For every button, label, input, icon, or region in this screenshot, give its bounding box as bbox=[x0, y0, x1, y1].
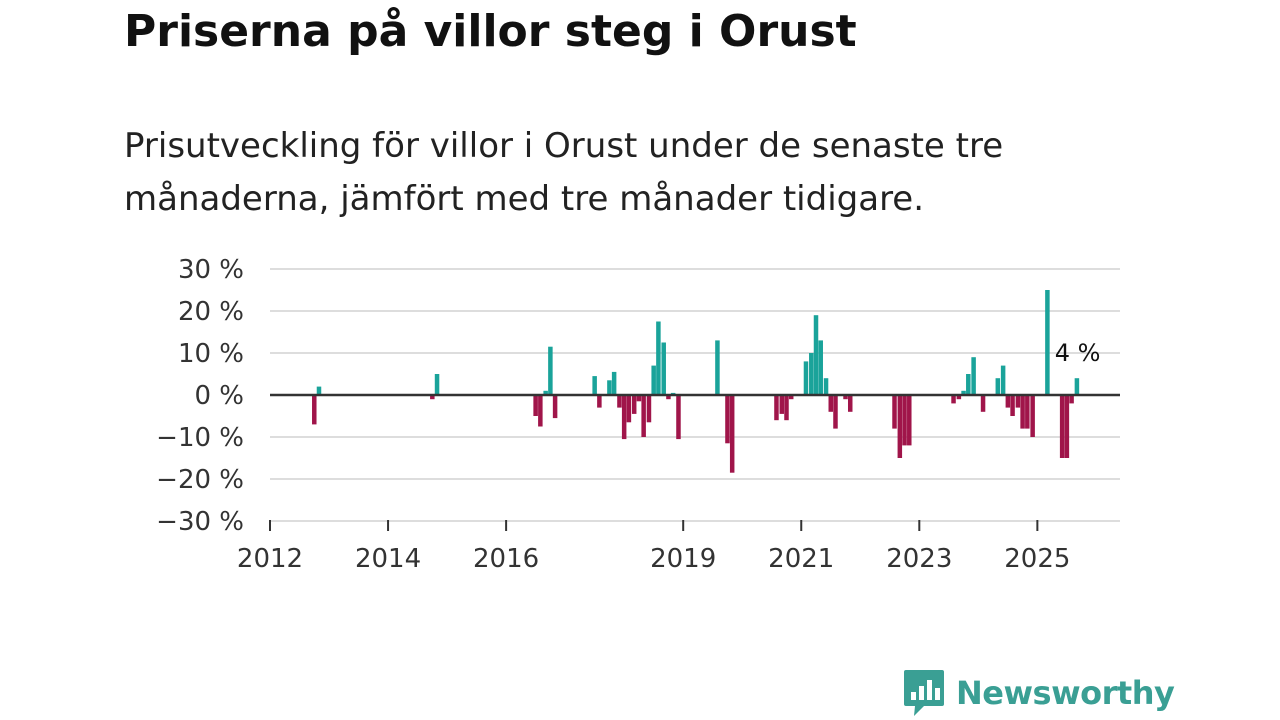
bar-positive bbox=[1074, 378, 1080, 395]
bar-positive bbox=[548, 346, 553, 395]
bar-negative bbox=[430, 395, 435, 400]
y-tick-label: −20 % bbox=[156, 465, 244, 495]
bar-positive bbox=[809, 353, 814, 395]
bar-negative bbox=[552, 395, 558, 419]
bar-negative bbox=[1005, 395, 1011, 408]
bar-positive bbox=[961, 390, 966, 395]
bar-positive bbox=[656, 321, 661, 395]
bar-negative bbox=[907, 395, 912, 446]
newsworthy-logo: Newsworthy bbox=[902, 668, 1175, 718]
bar-negative bbox=[1025, 395, 1030, 429]
bar-negative bbox=[1069, 395, 1074, 404]
bar-negative bbox=[666, 395, 671, 400]
bar-positive bbox=[592, 376, 597, 395]
gridlines bbox=[270, 268, 1120, 522]
y-tick-label: 0 % bbox=[194, 381, 244, 411]
bar-positive bbox=[434, 374, 440, 395]
x-tick-label: 2012 bbox=[237, 544, 303, 574]
chart-title: Priserna på villor steg i Orust bbox=[124, 6, 857, 57]
bar-positive bbox=[651, 365, 656, 395]
bar-positive bbox=[818, 340, 823, 395]
bar-negative bbox=[951, 395, 956, 404]
x-axis: 2012 2014 2016 2019 2021 2023 2025 bbox=[237, 520, 1070, 574]
bar-positive bbox=[611, 371, 617, 395]
bar-negative bbox=[1030, 395, 1035, 437]
x-tick-label: 2021 bbox=[768, 544, 834, 574]
bar-negative bbox=[833, 395, 838, 429]
bar-negative bbox=[729, 395, 735, 473]
bar-negative bbox=[1059, 395, 1065, 458]
last-value-annotation: 4 % bbox=[1055, 339, 1101, 367]
bar-negative bbox=[538, 395, 543, 427]
bar-negative bbox=[1010, 395, 1015, 416]
y-tick-label: 30 % bbox=[178, 255, 244, 285]
bar-positive bbox=[607, 380, 612, 395]
bar-positive bbox=[966, 374, 971, 395]
bar-positive bbox=[661, 342, 666, 395]
bar-positive bbox=[1045, 290, 1050, 395]
bar-negative bbox=[774, 395, 779, 421]
bar-positive bbox=[995, 378, 1001, 395]
bar-negative bbox=[646, 395, 652, 423]
bar-negative bbox=[897, 395, 903, 458]
bar-negative bbox=[626, 395, 632, 423]
bar-negative bbox=[312, 395, 317, 425]
bar-negative bbox=[1015, 395, 1021, 408]
bar-negative bbox=[636, 395, 642, 402]
bar-negative bbox=[1020, 395, 1025, 429]
bar-negative bbox=[676, 395, 681, 440]
y-tick-label: 10 % bbox=[178, 339, 244, 369]
newsworthy-logo-text: Newsworthy bbox=[956, 674, 1175, 712]
bar-negative bbox=[902, 395, 907, 446]
y-tick-label: 20 % bbox=[178, 297, 244, 327]
y-tick-label: −10 % bbox=[156, 423, 244, 453]
x-tick-label: 2023 bbox=[886, 544, 952, 574]
bar-positive bbox=[715, 340, 720, 395]
bar-negative bbox=[843, 395, 848, 400]
bar-negative bbox=[631, 395, 637, 414]
bar-positive bbox=[971, 357, 976, 395]
chart-subtitle: Prisutveckling för villor i Orust under … bbox=[124, 126, 1004, 219]
bar-positive bbox=[543, 390, 548, 395]
bar-negative bbox=[828, 395, 834, 412]
bar-positive bbox=[1000, 365, 1006, 395]
y-axis-labels: 30 % 20 % 10 % 0 % −10 % −20 % −30 % bbox=[156, 255, 244, 537]
bar-negative bbox=[621, 395, 627, 440]
x-tick-label: 2025 bbox=[1004, 544, 1070, 574]
bars bbox=[312, 290, 1080, 473]
bar-negative bbox=[641, 395, 646, 437]
bar-negative bbox=[980, 395, 986, 412]
bar-negative bbox=[892, 395, 897, 429]
newsworthy-logo-icon bbox=[904, 670, 944, 716]
bar-negative bbox=[597, 395, 602, 408]
bar-positive bbox=[813, 315, 819, 395]
bar-positive bbox=[823, 378, 829, 395]
bar-negative bbox=[788, 395, 794, 400]
x-tick-label: 2019 bbox=[650, 544, 716, 574]
bar-positive bbox=[316, 386, 322, 395]
bar-negative bbox=[847, 395, 853, 412]
bar-positive bbox=[803, 361, 809, 395]
bar-negative bbox=[779, 395, 785, 414]
bar-negative bbox=[533, 395, 538, 416]
bar-negative bbox=[1064, 395, 1070, 458]
bar-negative bbox=[956, 395, 962, 400]
bar-negative bbox=[725, 395, 730, 444]
x-tick-label: 2014 bbox=[355, 544, 421, 574]
x-tick-label: 2016 bbox=[473, 544, 539, 574]
y-tick-label: −30 % bbox=[156, 507, 244, 537]
bar-negative bbox=[617, 395, 622, 408]
bar-negative bbox=[784, 395, 789, 421]
